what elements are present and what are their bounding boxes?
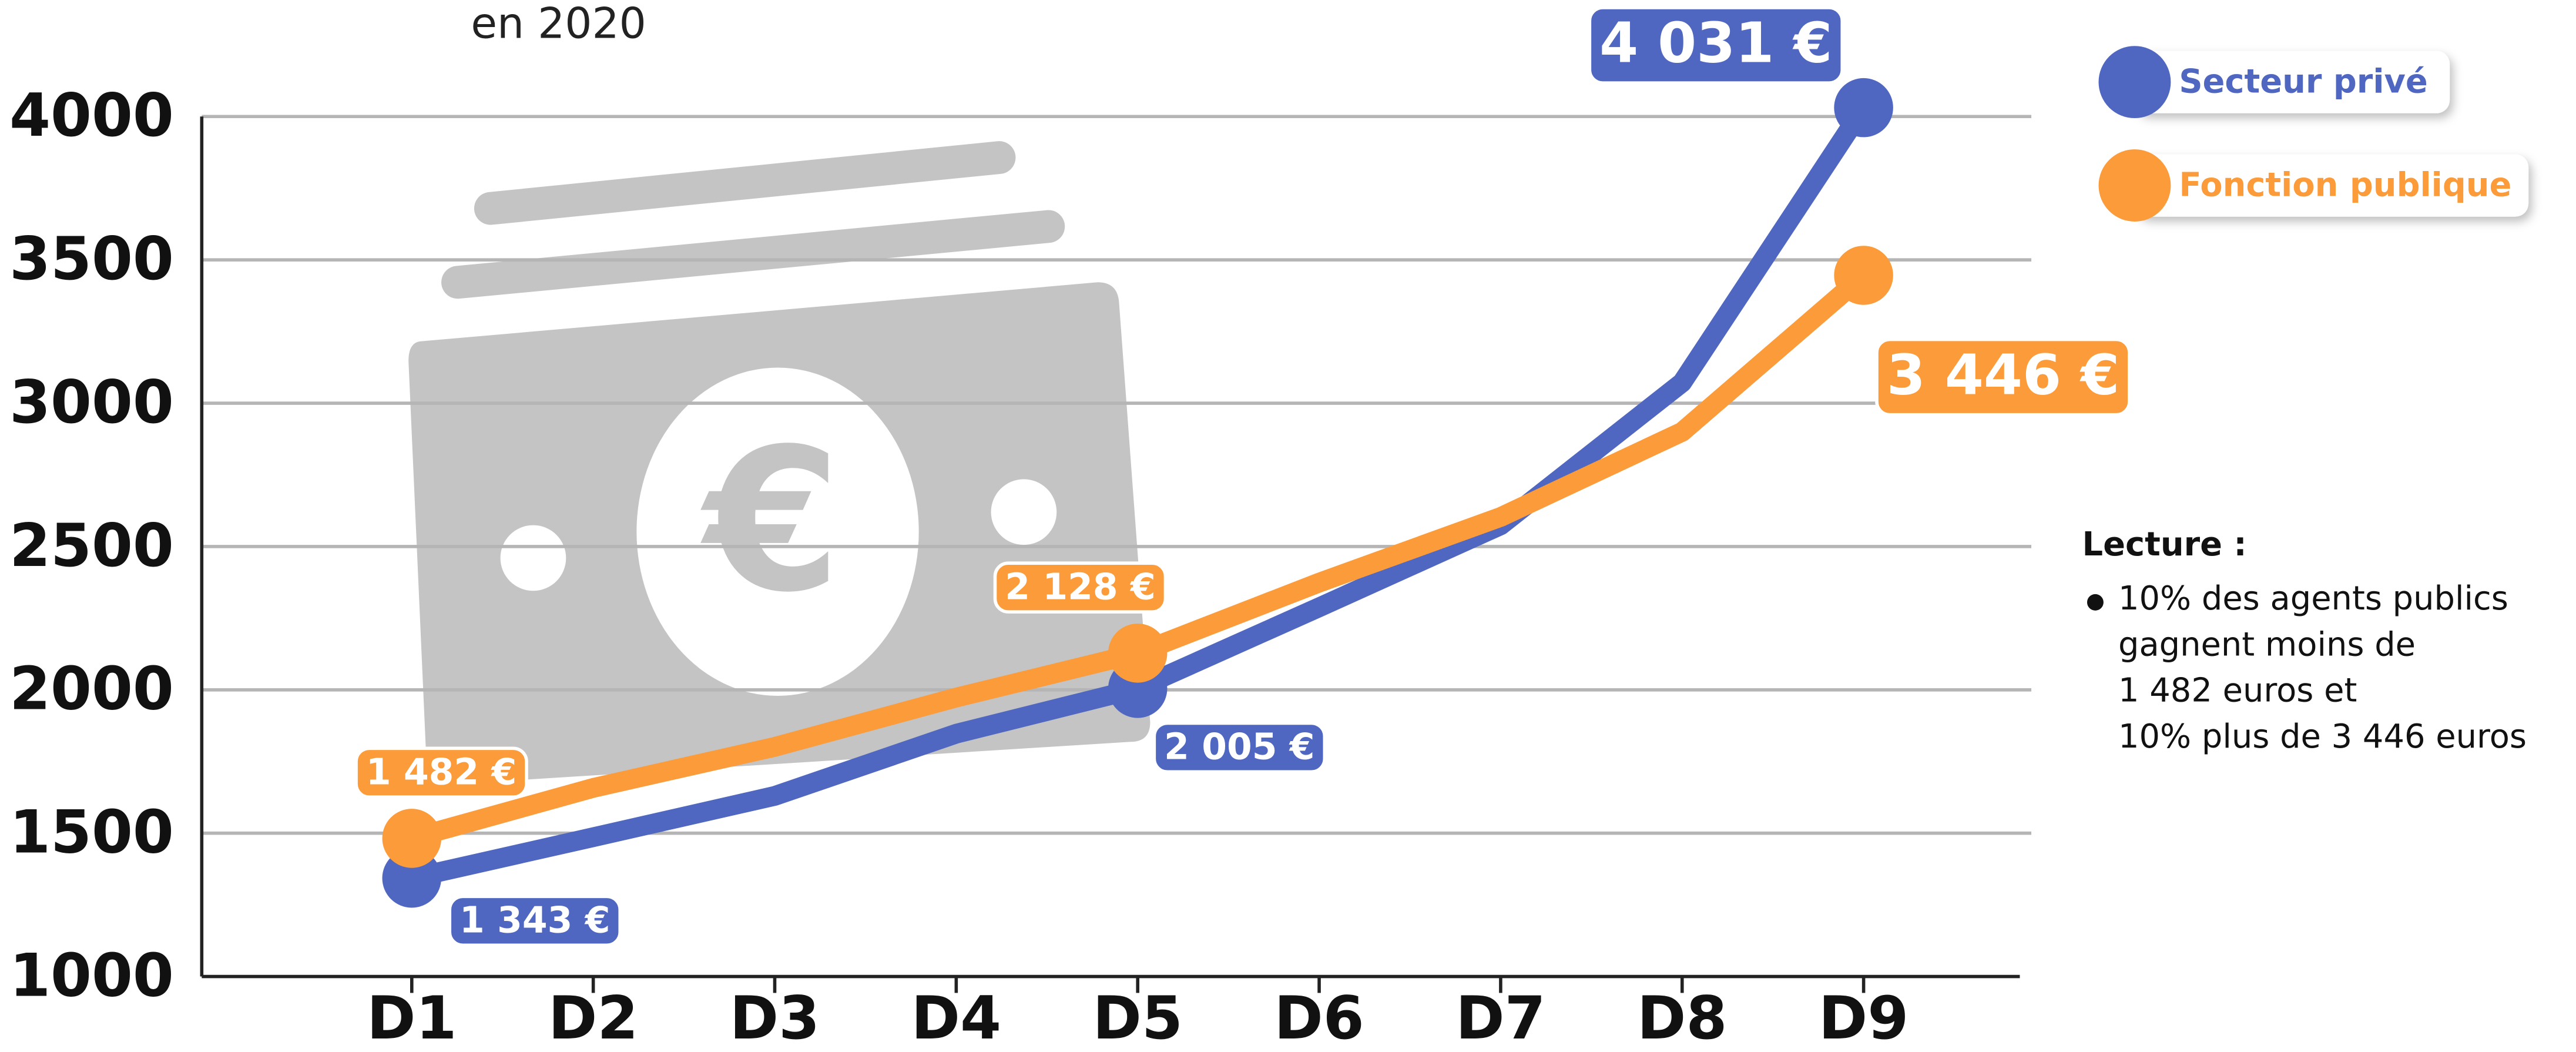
point xyxy=(1834,246,1893,305)
y-tick-label: 3500 xyxy=(9,225,174,293)
value-label-text: 2 128 € xyxy=(1005,567,1155,608)
legend-box xyxy=(2134,51,2450,113)
annotation-title: Lecture : xyxy=(2082,525,2247,564)
legend-label: Fonction publique xyxy=(2179,166,2511,204)
x-tick-label: D5 xyxy=(1093,984,1183,1052)
x-tick-label: D3 xyxy=(730,984,820,1052)
legend-marker xyxy=(2098,149,2171,222)
legend-label: Secteur privé xyxy=(2179,63,2427,101)
value-label: 1 343 € xyxy=(448,894,622,947)
x-tick-label: D2 xyxy=(548,984,638,1052)
x-tick-label: D4 xyxy=(911,984,1001,1052)
value-label: 1 482 € xyxy=(354,746,528,799)
y-tick-label: 2000 xyxy=(9,655,174,723)
legend-box xyxy=(2134,154,2529,217)
x-tick-label: D7 xyxy=(1455,984,1545,1052)
value-label-bg xyxy=(1152,721,1327,774)
money-icon: € xyxy=(408,141,1151,785)
value-label: 2 128 € xyxy=(993,561,1168,614)
value-label: 2 005 € xyxy=(1152,721,1327,774)
x-tick-label: D9 xyxy=(1819,984,1908,1052)
x-tick-label: D8 xyxy=(1637,984,1727,1052)
value-label-text: 4 031 € xyxy=(1599,11,1832,76)
svg-text:€: € xyxy=(698,407,841,636)
y-tick-label: 2500 xyxy=(9,511,174,580)
value-label-bg xyxy=(448,894,622,947)
value-label-text: 1 343 € xyxy=(459,900,610,942)
point xyxy=(1834,78,1893,138)
annotation-line: 10% des agents publics xyxy=(2118,579,2508,618)
chart-subtitle: en 2020 xyxy=(471,0,646,49)
point xyxy=(382,809,442,868)
value-label-bg xyxy=(1588,6,1844,85)
y-tick-label: 1500 xyxy=(9,798,174,867)
annotation-line: gagnent moins de xyxy=(2118,625,2416,664)
y-tick-label: 4000 xyxy=(9,81,174,150)
value-label-text: 2 005 € xyxy=(1164,726,1314,768)
value-label-bg xyxy=(354,746,528,799)
value-label-bg xyxy=(993,561,1168,614)
value-label-text: 3 446 € xyxy=(1887,343,2119,407)
y-tick-label: 1000 xyxy=(9,941,174,1010)
value-label: 3 446 € xyxy=(1875,337,2131,417)
value-label-bg xyxy=(1875,337,2131,417)
value-label-text: 1 482 € xyxy=(366,752,516,793)
point xyxy=(1108,624,1168,683)
annotation-line: 10% plus de 3 446 euros xyxy=(2118,718,2527,756)
y-tick-label: 3000 xyxy=(9,368,174,437)
x-tick-label: D6 xyxy=(1274,984,1364,1052)
x-tick-label: D1 xyxy=(367,984,457,1052)
value-label: 4 031 € xyxy=(1588,6,1844,85)
legend-marker xyxy=(2098,46,2171,119)
annotation-bullet xyxy=(2087,594,2104,611)
annotation-line: 1 482 euros et xyxy=(2118,672,2357,710)
